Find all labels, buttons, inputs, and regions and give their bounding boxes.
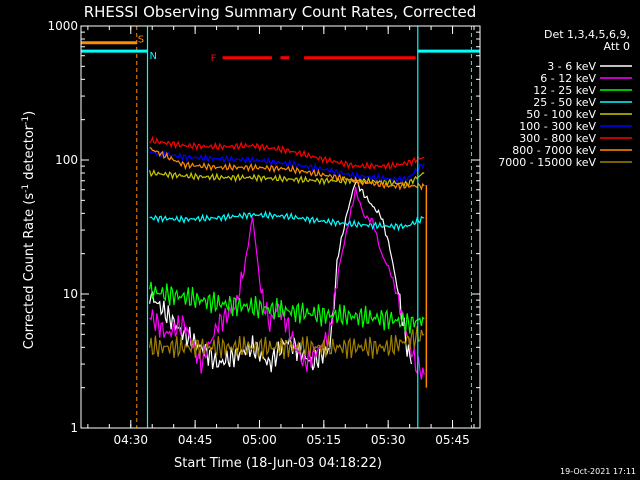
x-axis-label: Start Time (18-Jun-03 04:18:22) (174, 456, 382, 471)
legend-label-2: 6 - 12 keV (540, 72, 596, 85)
flag-f-label: F (211, 54, 217, 65)
y-axis-label: Corrected Count Rate (s-1 detector-1) (21, 111, 37, 349)
legend-label-7: 300 - 800 keV (519, 132, 596, 145)
x-tick-label-1: 04:30 (113, 433, 148, 447)
y-tick-label-4: 1000 (47, 19, 78, 33)
chart-title: RHESSI Observing Summary Count Rates, Co… (84, 3, 477, 21)
series-line-7 (149, 135, 425, 171)
x-tick-label-4: 05:15 (307, 433, 342, 447)
series-line-8 (149, 146, 425, 191)
series-line-9 (149, 326, 425, 360)
series-line-2 (149, 186, 425, 380)
legend-label-8: 800 - 7000 keV (512, 144, 596, 157)
series-line-5 (149, 168, 425, 189)
legend-label-6: 100 - 300 keV (519, 120, 596, 133)
series-line-1 (149, 180, 412, 373)
x-tick-label-5: 05:30 (371, 433, 406, 447)
series-line-6 (149, 149, 425, 184)
x-tick-label-3: 05:00 (242, 433, 277, 447)
legend-label-3: 12 - 25 keV (533, 84, 596, 97)
x-tick-label-2: 04:45 (178, 433, 213, 447)
y-tick-label-2: 10 (63, 287, 78, 301)
legend-label-1: 3 - 6 keV (547, 60, 596, 73)
plot-area: SN F (81, 26, 480, 428)
legend-header-1: Det 1,3,4,5,6,9, (544, 28, 630, 41)
y-tick-label-3: 100 (55, 153, 78, 167)
legend-header-2: Att 0 (604, 40, 630, 53)
series-line-4 (149, 210, 425, 232)
footer-timestamp: 19-Oct-2021 17:11 (560, 467, 636, 476)
flag-label-s: S (138, 35, 144, 46)
legend-label-5: 50 - 100 keV (526, 108, 596, 121)
legend-label-9: 7000 - 15000 keV (498, 156, 596, 169)
series-line-3 (149, 281, 425, 334)
x-tick-label-6: 05:45 (435, 433, 470, 447)
flag-label-n: N (150, 51, 157, 62)
legend-label-4: 25 - 50 keV (533, 96, 596, 109)
axes: 1 10 100 1000 04:30 04:45 05:00 05:15 05:30 05:45 (47, 19, 481, 447)
y-tick-label-1: 1 (70, 421, 78, 435)
